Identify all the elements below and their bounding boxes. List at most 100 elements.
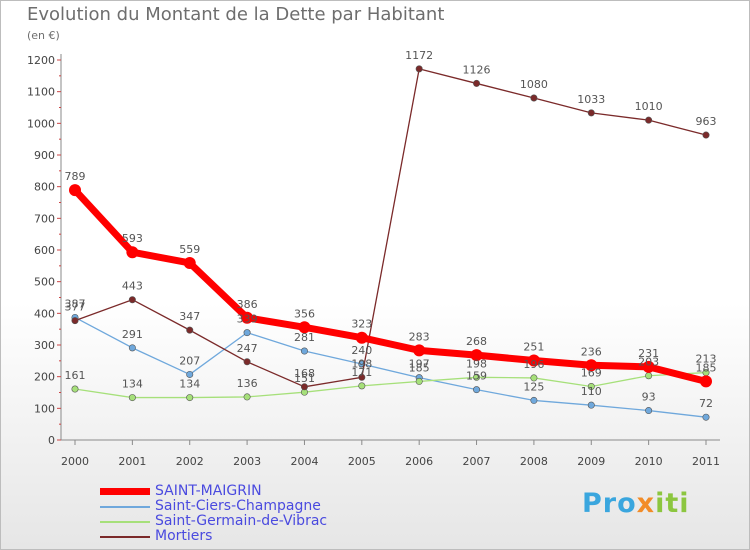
x-tick-label: 2009 xyxy=(577,455,605,468)
data-point xyxy=(241,311,254,324)
data-label: 1080 xyxy=(520,78,548,91)
y-tick-label: 600 xyxy=(34,244,55,257)
x-tick-label: 2000 xyxy=(61,455,89,468)
data-point xyxy=(300,383,308,391)
data-label: 136 xyxy=(237,377,258,390)
data-label: 291 xyxy=(122,328,143,341)
data-point xyxy=(702,413,710,421)
y-tick-label: 1100 xyxy=(27,86,55,99)
axes: 0 100 200 300 400 500 600 700 800 900 1000 1100 1200… xyxy=(27,54,720,468)
data-point xyxy=(358,382,366,390)
data-label: 185 xyxy=(696,361,717,374)
x-tick-label: 2001 xyxy=(118,455,146,468)
data-point xyxy=(473,373,481,381)
data-label: 197 xyxy=(409,358,430,371)
data-point xyxy=(585,359,598,372)
y-tick-label: 800 xyxy=(34,181,55,194)
data-point xyxy=(587,109,595,117)
data-point xyxy=(645,372,653,380)
legend-label: Mortiers xyxy=(155,528,213,544)
data-label: 168 xyxy=(294,367,315,380)
data-label: 231 xyxy=(638,347,659,360)
data-label: 443 xyxy=(122,280,143,293)
data-label: 323 xyxy=(351,318,372,331)
data-point xyxy=(530,396,538,404)
legend-label: Saint-Germain-de-Vibrac xyxy=(155,513,328,529)
x-tick-label: 2010 xyxy=(635,455,663,468)
data-point xyxy=(128,344,136,352)
data-point xyxy=(700,375,712,388)
y-tick-label: 900 xyxy=(34,149,55,162)
data-point xyxy=(128,296,136,304)
data-label: 198 xyxy=(351,357,372,370)
data-label: 268 xyxy=(466,335,487,348)
data-label: 283 xyxy=(409,330,430,343)
data-label: 213 xyxy=(696,353,717,366)
series-lines xyxy=(69,65,712,421)
data-label: 171 xyxy=(351,366,372,379)
data-point xyxy=(527,354,540,367)
y-tick-label: 0 xyxy=(48,434,55,447)
data-point xyxy=(587,401,595,409)
x-tick-label: 2008 xyxy=(520,455,548,468)
series-line xyxy=(74,371,707,399)
data-point xyxy=(71,317,79,325)
data-point xyxy=(186,326,194,334)
data-point xyxy=(645,407,653,415)
data-label: 251 xyxy=(523,341,544,354)
data-label: 134 xyxy=(179,378,200,391)
data-label: 1126 xyxy=(463,63,491,76)
chart-title: Evolution du Montant de la Dette par Hab… xyxy=(27,4,445,25)
x-tick-label: 2007 xyxy=(463,455,491,468)
data-label: 240 xyxy=(351,344,372,357)
data-label: 134 xyxy=(122,378,143,391)
data-label: 1010 xyxy=(635,100,663,113)
data-label: 387 xyxy=(65,297,86,310)
data-point xyxy=(298,321,311,334)
x-tick-label: 2006 xyxy=(405,455,433,468)
data-label: 593 xyxy=(122,232,143,245)
data-point xyxy=(530,374,538,382)
data-label: 377 xyxy=(65,301,86,314)
data-point xyxy=(530,94,538,102)
legend-swatch xyxy=(100,521,150,523)
data-label: 386 xyxy=(237,298,258,311)
data-label: 356 xyxy=(294,307,315,320)
data-point xyxy=(645,116,653,124)
data-point xyxy=(126,246,139,259)
data-label: 110 xyxy=(581,385,602,398)
data-label: 559 xyxy=(179,243,200,256)
data-label: 203 xyxy=(638,356,659,369)
data-point xyxy=(355,331,368,344)
data-point xyxy=(415,65,423,73)
data-label: 196 xyxy=(523,358,544,371)
data-label: 281 xyxy=(294,331,315,344)
data-point xyxy=(186,370,194,378)
x-tick-label: 2011 xyxy=(692,455,720,468)
proxiti-logo: Proxiti xyxy=(582,488,690,519)
data-point xyxy=(183,256,196,269)
data-label: 247 xyxy=(237,342,258,355)
chart-subtitle: (en €) xyxy=(27,29,60,42)
series-line xyxy=(71,186,710,385)
legend-label: Saint-Ciers-Champagne xyxy=(155,498,321,514)
data-point xyxy=(415,377,423,385)
data-label: 93 xyxy=(642,391,656,404)
data-labels: 789 593 559 386 356 323 283 268 251 236 231 185 387 2… xyxy=(65,49,717,410)
data-point xyxy=(642,360,655,373)
data-point xyxy=(702,131,710,139)
data-point xyxy=(186,394,194,402)
data-label: 185 xyxy=(409,361,430,374)
data-point xyxy=(243,329,251,337)
x-tick-label: 2004 xyxy=(290,455,318,468)
data-point xyxy=(473,79,481,87)
data-point xyxy=(300,347,308,355)
legend-label: SAINT-MAIGRIN xyxy=(155,483,262,499)
y-tick-label: 1200 xyxy=(27,54,55,67)
legend-swatch xyxy=(100,488,150,495)
data-label: 1172 xyxy=(405,49,433,62)
data-label: 236 xyxy=(581,345,602,358)
data-label: 125 xyxy=(523,380,544,393)
data-point xyxy=(71,385,79,393)
